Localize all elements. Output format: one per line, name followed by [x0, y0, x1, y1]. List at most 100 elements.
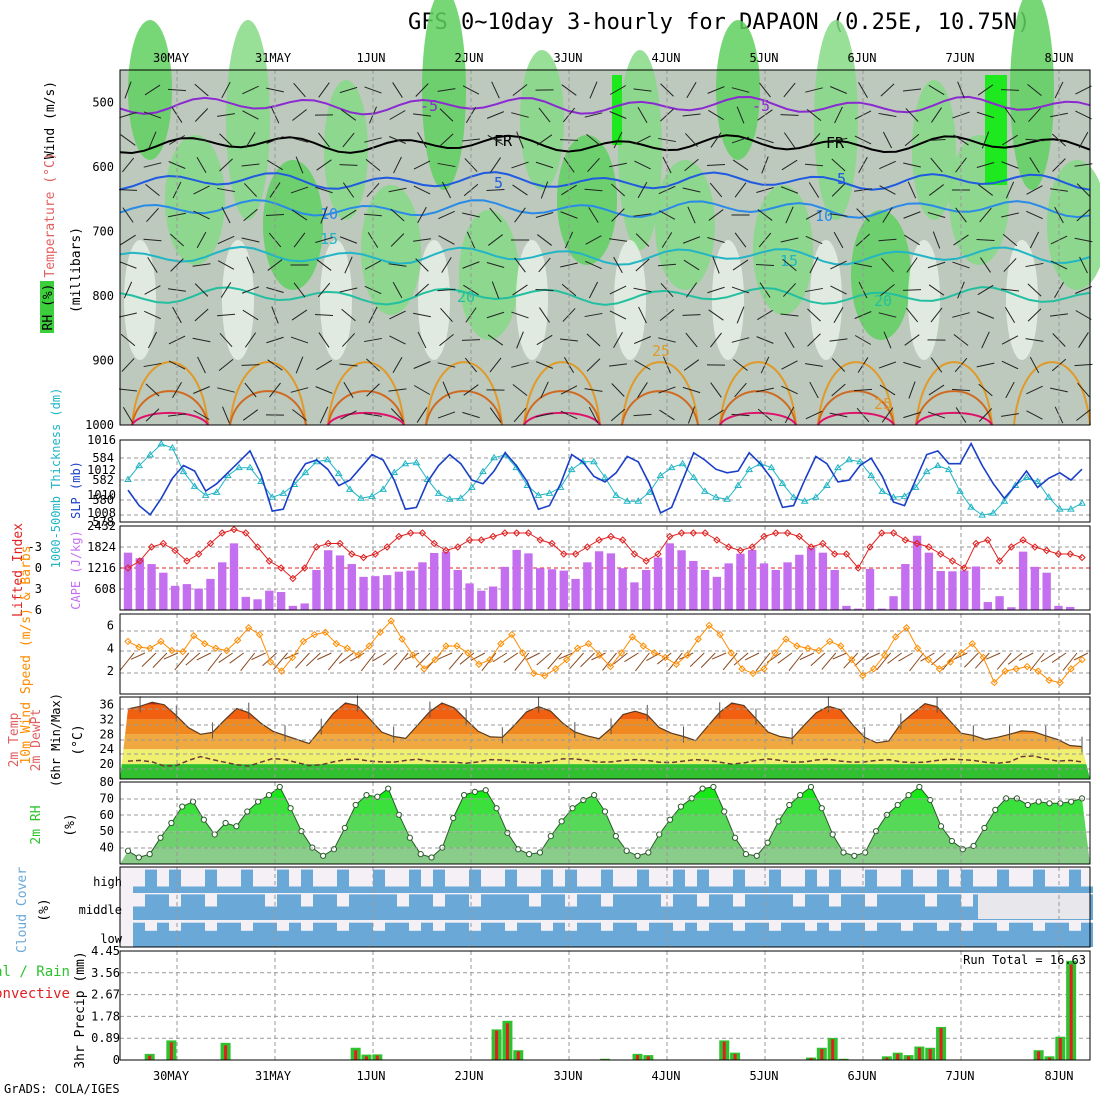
wind-barb: [609, 310, 627, 320]
wind-barb: [589, 81, 598, 99]
precip-convective-bar: [733, 1053, 737, 1060]
surface-wind-barb: [744, 652, 760, 661]
cloud-cell: [193, 886, 205, 893]
cape-bar: [465, 583, 474, 610]
wind-barb: [192, 138, 211, 142]
cloud-cell: [481, 894, 493, 920]
rh-marker: [818, 805, 825, 812]
lifted-index-marker: [159, 539, 168, 548]
lifted-index-marker: [477, 536, 486, 544]
temp-axis-label-1: 2m Temp: [7, 712, 22, 767]
wind-barb: [389, 136, 406, 144]
isotherm-35-arch: [131, 411, 209, 426]
date-tick-top: 7JUN: [946, 51, 975, 65]
lifted-index-marker: [1019, 536, 1027, 544]
wind-barb: [437, 88, 456, 92]
cloud-cell: [1081, 886, 1093, 893]
wind-speed-marker: [727, 649, 735, 657]
wind-speed-marker: [201, 640, 209, 648]
cloud-cell: [757, 886, 769, 893]
surface-wind-barb: [251, 652, 266, 661]
surface-wind-barb: [174, 652, 190, 671]
wind-barb: [902, 289, 922, 291]
wind-speed-marker: [771, 649, 779, 657]
surface-wind-barb: [536, 652, 552, 666]
cloud-cell: [337, 906, 349, 920]
rh-marker: [515, 846, 522, 853]
cape-bar: [241, 596, 250, 610]
rh-marker: [428, 854, 435, 861]
wind-barb: [731, 413, 750, 417]
wind-speed-marker: [420, 665, 428, 673]
rh-tick-label: 80: [100, 775, 114, 789]
cloud-cell: [769, 894, 781, 920]
lifted-index-marker: [713, 536, 721, 544]
cloud-cell: [241, 869, 253, 893]
wind-barb: [878, 361, 897, 369]
rh-marker: [168, 819, 175, 827]
wind-barb: [516, 131, 524, 149]
wind-barb: [976, 111, 995, 119]
contour-label: 10: [320, 205, 338, 223]
rh-legend-swatch: [40, 281, 54, 333]
wind-barb: [613, 331, 623, 349]
rh-marker: [179, 803, 186, 810]
wind-barb: [246, 256, 255, 274]
thickness-marker: [922, 467, 931, 475]
precip-convective-bar: [917, 1047, 921, 1060]
wind-barb: [417, 131, 427, 149]
wind-speed-marker: [935, 665, 944, 673]
cloud-cell: [637, 894, 649, 920]
surface-wind-barb: [777, 652, 793, 664]
wind-speed-marker: [244, 624, 253, 632]
cloud-cell: [805, 930, 817, 947]
surface-wind-barb: [1051, 652, 1067, 663]
wind-barb: [637, 106, 648, 124]
surface-wind-barb: [580, 652, 595, 668]
cloud-cell: [193, 894, 205, 920]
wind-barb: [732, 259, 749, 271]
thickness-marker: [368, 492, 376, 499]
wind-barb: [292, 409, 307, 421]
wind-barb: [1025, 262, 1044, 268]
thickness-marker: [179, 467, 188, 475]
pressure-tick-label: 1000: [85, 418, 114, 432]
wind-barb: [364, 337, 382, 343]
wind-barb: [808, 182, 820, 198]
lifted-index-marker: [359, 553, 368, 562]
cloud-cell: [181, 922, 193, 947]
wind-speed-marker: [880, 651, 889, 659]
cloud-cell: [421, 922, 433, 947]
wind-speed-marker: [573, 644, 582, 652]
cloud-cell: [913, 886, 925, 893]
thickness-marker: [545, 489, 554, 496]
cape-bar: [229, 543, 239, 610]
wind-barb: [121, 358, 135, 372]
wind-barb: [124, 81, 132, 99]
cape-bar: [877, 608, 886, 610]
cloud-cell: [205, 930, 217, 947]
wind-speed-marker: [409, 651, 417, 659]
thickness-marker: [811, 493, 820, 500]
wind-barb: [315, 186, 333, 194]
wind-barb: [388, 263, 407, 267]
wind-barb: [437, 362, 456, 368]
wind-speed-marker: [431, 656, 439, 664]
wind-barb: [1000, 288, 1020, 292]
wind-speed-marker: [387, 617, 395, 625]
cloud-cell: [733, 869, 745, 893]
lifted-index-marker: [1042, 546, 1051, 555]
cape-bar: [689, 560, 698, 610]
cape-bar: [1042, 572, 1051, 610]
cloud-cell: [577, 886, 589, 893]
rh-marker: [135, 854, 142, 861]
wind-barb: [755, 264, 775, 266]
cloud-cell: [949, 886, 961, 893]
wind-barb: [736, 106, 745, 124]
cloud-cell: [145, 869, 157, 893]
wind-barb: [269, 382, 281, 398]
wind-barb: [295, 156, 304, 174]
surface-wind-barb: [722, 652, 738, 671]
cloud-cell: [721, 886, 733, 893]
cloud-cell: [769, 930, 781, 947]
